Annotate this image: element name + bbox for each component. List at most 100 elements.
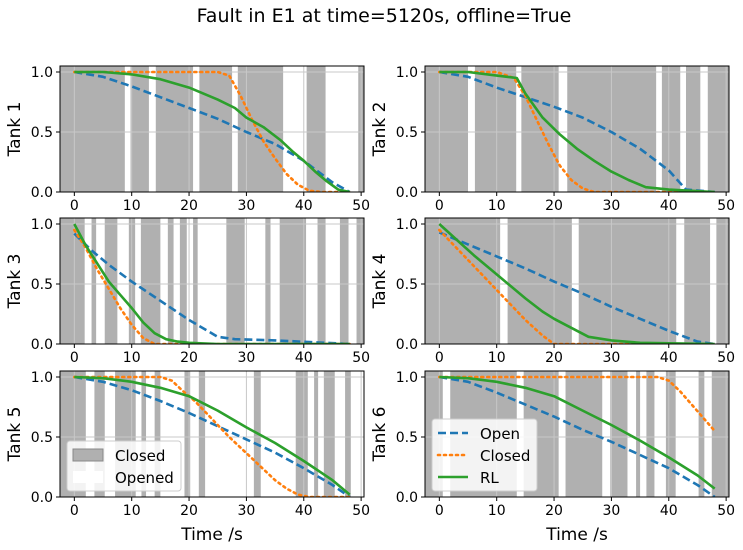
closed-interval-band	[339, 218, 349, 344]
subplot-tank-1: 0 10 20 30 40 50 0.0 0.5 1.0 Tank 1	[5, 65, 370, 214]
y-tick-label: 0.0	[396, 185, 418, 201]
legend-label: Closed	[480, 447, 530, 465]
y-tick-label: 1.0	[396, 65, 418, 81]
x-tick-label: 20	[545, 503, 563, 519]
series-line-open	[74, 70, 351, 192]
series-lines	[437, 70, 717, 192]
y-tick-label: 1.0	[31, 65, 53, 81]
closed-interval-band	[104, 218, 118, 344]
closed-interval-band	[425, 66, 469, 192]
subplot-tank-4: 0 10 20 30 40 50 0.0 0.5 1.0 Tank 4	[370, 217, 735, 366]
closed-interval-band	[698, 371, 705, 497]
closed-intervals	[60, 218, 364, 344]
x-tick-label: 20	[180, 198, 198, 214]
closed-interval-band	[184, 371, 191, 497]
y-axis-label: Tank 5	[5, 407, 25, 463]
closed-interval-band	[474, 66, 517, 192]
closed-interval-band	[226, 218, 245, 344]
x-tick-label: 40	[660, 198, 678, 214]
x-tick-label: 10	[488, 350, 506, 366]
closed-interval-band	[425, 218, 501, 344]
x-tick-label: 50	[717, 350, 735, 366]
x-tick-label: 30	[238, 198, 256, 214]
closed-interval-band	[140, 218, 161, 344]
x-tick-label: 10	[123, 503, 141, 519]
x-tick-label: 30	[603, 503, 621, 519]
x-tick-label: 30	[603, 350, 621, 366]
subplot-tank-6: 0 10 20 30 40 50 0.0 0.5 1.0 Tank 6	[370, 370, 735, 519]
closed-interval-band	[199, 66, 233, 192]
closed-interval-band	[317, 218, 326, 344]
closed-interval-band	[91, 218, 97, 344]
plot-frame	[424, 65, 730, 193]
closed-interval-band	[141, 371, 147, 497]
x-tick-label: 20	[180, 350, 198, 366]
series-line-closed	[73, 228, 352, 344]
legend-label: RL	[480, 469, 499, 487]
series-line-rl	[74, 70, 350, 192]
y-tick-label: 0.0	[31, 337, 53, 353]
x-tick-label: 0	[435, 350, 444, 366]
state-legend: Closed Opened	[66, 440, 182, 492]
y-tick-label: 1.0	[396, 217, 418, 233]
closed-interval-band	[306, 66, 326, 192]
closed-intervals	[425, 66, 729, 192]
series-lines	[437, 375, 717, 497]
closed-interval-band	[665, 371, 676, 497]
plot-frame	[59, 217, 365, 345]
closed-intervals	[425, 218, 729, 344]
closed-interval-band	[167, 218, 174, 344]
x-tick-label: 30	[603, 198, 621, 214]
y-tick-label: 0.5	[31, 125, 53, 141]
series-line-rl	[74, 375, 351, 496]
closed-interval-band	[295, 371, 308, 497]
closed-interval-band	[565, 371, 603, 497]
legend-label: Open	[480, 425, 520, 443]
closed-interval-band	[130, 66, 149, 192]
series-line-closed	[73, 375, 352, 497]
closed-interval-band	[279, 218, 307, 344]
legend-swatch	[73, 471, 103, 483]
closed-interval-band	[154, 371, 161, 497]
closed-interval-band	[265, 218, 271, 344]
plot-frame	[424, 217, 730, 345]
series-line-open	[74, 375, 351, 497]
series-line-closed	[437, 375, 717, 433]
y-tick-label: 0.5	[396, 430, 418, 446]
x-tick-label: 30	[238, 350, 256, 366]
subplot-tank-3: 0 10 20 30 40 50 0.0 0.5 1.0 Tank 3	[5, 217, 370, 366]
y-tick-label: 1.0	[31, 370, 53, 386]
y-tick-label: 0.0	[31, 490, 53, 506]
series-line-open	[439, 375, 716, 497]
y-axis-label: Tank 3	[5, 254, 25, 310]
closed-interval-band	[636, 371, 641, 497]
y-tick-label: 1.0	[396, 370, 418, 386]
y-axis-label: Tank 6	[370, 407, 390, 463]
series-line-rl	[439, 375, 716, 490]
y-axis-label: Tank 2	[370, 102, 390, 158]
series-lines	[73, 223, 352, 344]
x-tick-label: 20	[545, 350, 563, 366]
legend-swatch	[72, 448, 104, 462]
closed-interval-band	[345, 371, 351, 497]
closed-interval-band	[323, 371, 335, 497]
x-tick-label: 30	[238, 503, 256, 519]
series-line-rl	[73, 223, 350, 344]
x-tick-label: 20	[545, 198, 563, 214]
x-tick-label: 10	[488, 198, 506, 214]
legend-label: Closed	[115, 447, 165, 465]
x-tick-label: 0	[70, 503, 79, 519]
x-tick-label: 40	[295, 198, 313, 214]
series-lines	[437, 223, 717, 344]
subplot-tank-2: 0 10 20 30 40 50 0.0 0.5 1.0 Tank 2	[370, 65, 735, 214]
y-tick-label: 0.5	[31, 277, 53, 293]
x-tick-label: 0	[70, 198, 79, 214]
closed-interval-band	[578, 218, 677, 344]
closed-interval-band	[507, 218, 572, 344]
x-tick-label: 40	[295, 503, 313, 519]
series-line-closed	[437, 228, 717, 344]
x-tick-label: 50	[717, 198, 735, 214]
subplot-grid: 0 10 20 30 40 50 0.0 0.5 1.0 Tank 1 0 10 20 30 40 50 0.0…	[5, 65, 735, 519]
y-tick-label: 0.5	[396, 277, 418, 293]
